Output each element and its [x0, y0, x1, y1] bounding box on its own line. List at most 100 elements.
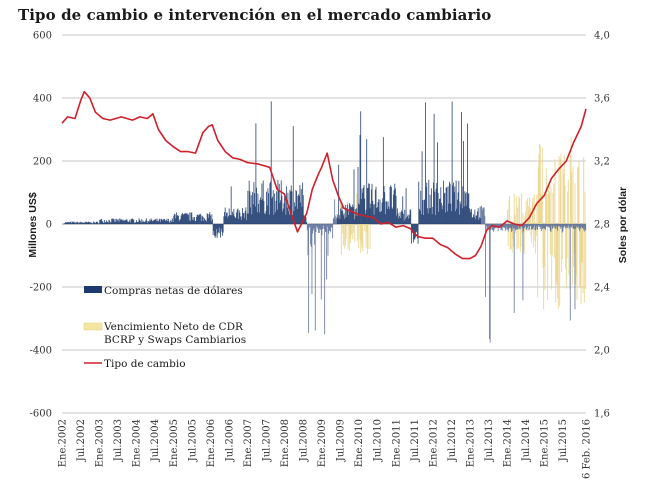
intervention-bar: [294, 206, 296, 224]
intervention-bar: [563, 224, 565, 228]
intervention-bar: [507, 224, 508, 229]
intervention-bar: [67, 221, 69, 224]
right-tick-label: 1,6: [594, 409, 610, 420]
intervention-bar: [160, 219, 162, 224]
intervention-bar: [463, 141, 464, 224]
intervention-bar: [81, 222, 83, 224]
intervention-bar: [557, 224, 559, 231]
intervention-bar: [210, 215, 211, 224]
intervention-bar: [487, 224, 489, 228]
intervention-bar: [90, 221, 92, 224]
intervention-bar: [352, 224, 354, 240]
intervention-bar: [379, 199, 381, 224]
intervention-bar: [483, 207, 484, 224]
intervention-bar: [324, 224, 326, 233]
right-tick-label: 2,4: [594, 283, 610, 294]
left-tick-label: 200: [33, 157, 52, 168]
intervention-bar: [398, 216, 400, 224]
intervention-bar: [284, 196, 286, 224]
intervention-bar: [434, 191, 436, 224]
intervention-bar: [260, 199, 262, 224]
intervention-bar: [457, 199, 458, 224]
intervention-bar: [114, 218, 116, 224]
intervention-bar: [524, 216, 526, 224]
intervention-bar: [99, 220, 101, 224]
intervention-bar: [196, 217, 197, 224]
intervention-bar: [523, 224, 525, 251]
intervention-bar: [202, 216, 203, 224]
intervention-bar: [188, 214, 189, 224]
intervention-bar: [566, 224, 568, 229]
intervention-bar: [122, 219, 124, 224]
intervention-bar: [584, 191, 586, 224]
intervention-bar: [363, 184, 365, 224]
intervention-bar: [133, 222, 135, 224]
intervention-bar: [99, 219, 101, 224]
legend-label-cdr-line2: BCRP y Swaps Cambiarios: [104, 334, 246, 346]
intervention-bar: [216, 224, 218, 238]
intervention-bar: [180, 219, 181, 224]
intervention-bar: [564, 185, 566, 224]
intervention-bar: [67, 222, 69, 224]
intervention-bar: [541, 224, 543, 232]
intervention-bar: [519, 224, 521, 252]
x-tick-label: Jul.2015: [558, 419, 569, 462]
intervention-bar: [212, 219, 213, 224]
intervention-bar: [443, 193, 445, 224]
intervention-bar: [147, 220, 149, 224]
intervention-bar: [87, 221, 89, 224]
intervention-bar: [202, 216, 204, 224]
intervention-bar: [503, 224, 504, 228]
intervention-bar: [308, 224, 310, 334]
intervention-bar: [555, 224, 557, 229]
intervention-bar: [482, 209, 484, 224]
intervention-bar: [345, 217, 347, 224]
intervention-bar: [516, 224, 518, 230]
intervention-bar: [265, 211, 267, 224]
intervention-bar: [517, 224, 518, 230]
intervention-bar: [93, 221, 95, 224]
intervention-bar: [147, 222, 149, 224]
intervention-bar: [508, 224, 510, 230]
intervention-bar: [311, 224, 313, 294]
intervention-bar: [509, 195, 511, 224]
intervention-bar: [127, 221, 129, 224]
x-tick-label: Ene.2002: [58, 419, 69, 467]
intervention-bar: [206, 213, 208, 224]
intervention-bar: [279, 203, 281, 224]
intervention-bar: [553, 224, 555, 258]
x-tick-label: Jul.2003: [113, 419, 124, 462]
intervention-bar: [463, 206, 465, 224]
intervention-bar: [291, 191, 293, 224]
intervention-bar: [543, 224, 545, 230]
intervention-bar: [580, 224, 582, 305]
intervention-bar: [571, 224, 573, 226]
intervention-bar: [270, 181, 272, 224]
intervention-bar: [574, 224, 576, 310]
intervention-bar: [560, 153, 562, 224]
intervention-bar: [80, 222, 82, 224]
intervention-bar: [575, 224, 577, 230]
intervention-bar: [276, 209, 278, 224]
intervention-bar: [563, 154, 565, 224]
intervention-bar: [521, 224, 523, 234]
intervention-bar: [406, 216, 408, 224]
intervention-bar: [280, 200, 282, 224]
intervention-bar: [520, 224, 522, 247]
intervention-bar: [310, 224, 312, 248]
x-tick-label: Jul.2012: [447, 419, 458, 462]
intervention-bar: [312, 224, 314, 234]
intervention-bar: [408, 215, 410, 224]
intervention-bar: [558, 224, 560, 227]
intervention-bar: [568, 224, 570, 229]
intervention-bar: [177, 214, 179, 224]
intervention-bar: [509, 224, 510, 228]
intervention-bar: [561, 224, 563, 260]
intervention-bar: [301, 206, 303, 224]
intervention-bar: [370, 189, 372, 224]
intervention-bar: [254, 206, 256, 224]
intervention-bar: [536, 194, 538, 224]
intervention-bar: [84, 222, 86, 224]
intervention-bar: [577, 167, 579, 224]
intervention-bar: [565, 224, 567, 289]
